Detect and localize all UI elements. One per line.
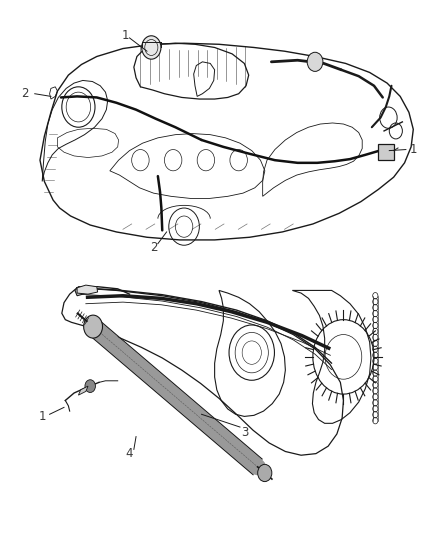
Text: 1: 1 bbox=[121, 29, 129, 42]
Polygon shape bbox=[75, 287, 86, 296]
Circle shape bbox=[307, 52, 323, 71]
Text: 4: 4 bbox=[126, 447, 133, 460]
Text: 1: 1 bbox=[39, 410, 46, 423]
Polygon shape bbox=[378, 144, 394, 160]
Circle shape bbox=[84, 315, 102, 338]
Text: 2: 2 bbox=[21, 87, 28, 100]
Polygon shape bbox=[78, 386, 88, 395]
Circle shape bbox=[142, 36, 161, 59]
Text: 2: 2 bbox=[150, 241, 157, 254]
Text: 1: 1 bbox=[410, 143, 417, 156]
Circle shape bbox=[85, 379, 95, 392]
Circle shape bbox=[258, 464, 272, 482]
Polygon shape bbox=[77, 285, 98, 294]
Text: 3: 3 bbox=[241, 426, 249, 439]
